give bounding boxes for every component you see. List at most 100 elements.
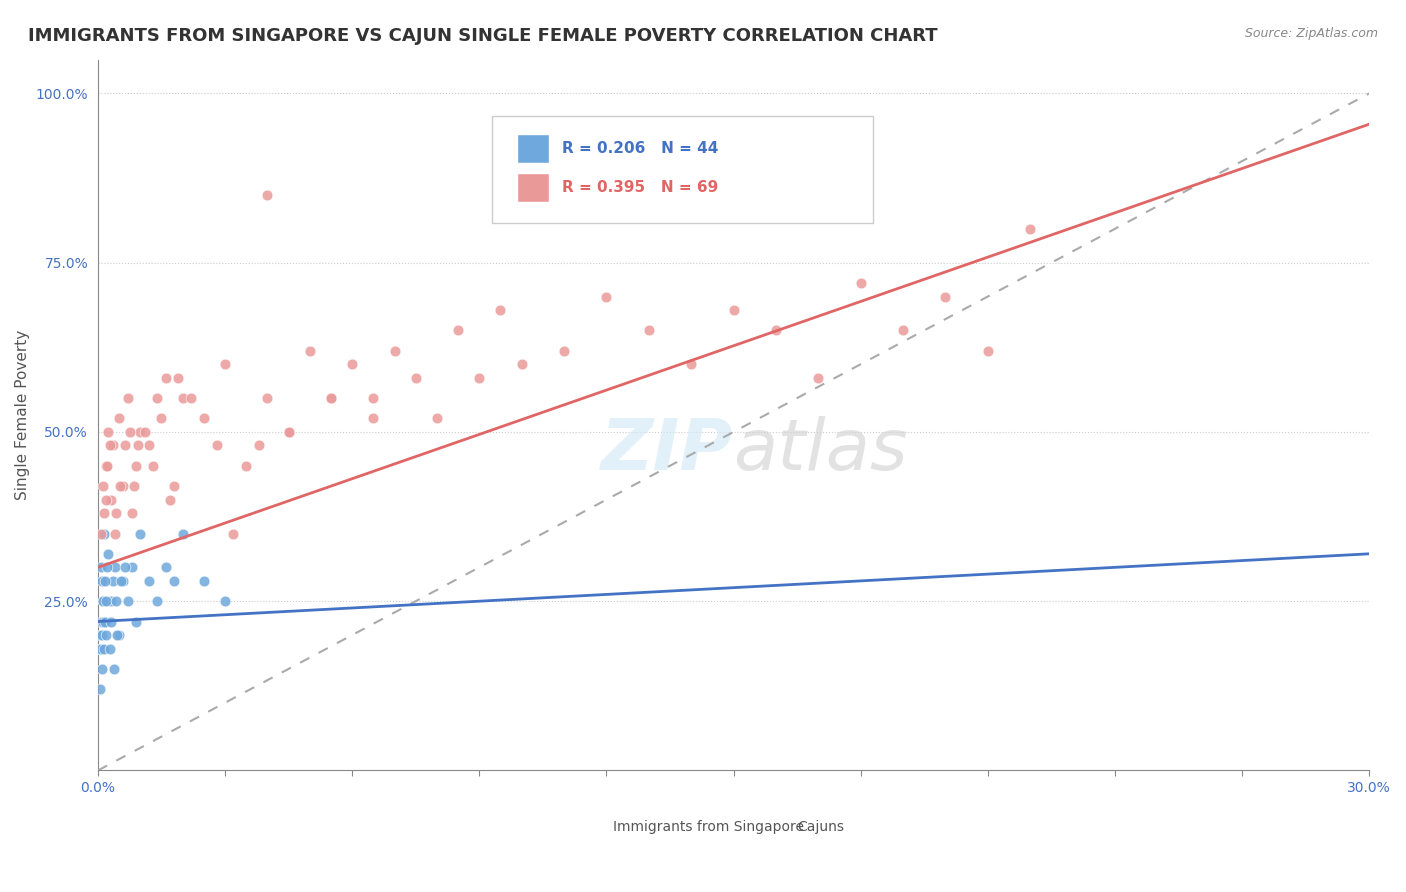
Point	[319, 391, 342, 405]
Point	[205, 438, 228, 452]
Point	[468, 371, 491, 385]
Text: atlas: atlas	[734, 416, 908, 485]
Point	[108, 479, 131, 493]
Bar	[517, 134, 550, 162]
Point	[93, 615, 115, 629]
Point	[155, 560, 177, 574]
Point	[447, 323, 470, 337]
Point	[934, 289, 956, 303]
Point	[100, 492, 122, 507]
Point	[103, 662, 125, 676]
Point	[142, 458, 165, 473]
Point	[363, 391, 385, 405]
Point	[93, 506, 115, 520]
Point	[256, 391, 278, 405]
Text: Source: ZipAtlas.com: Source: ZipAtlas.com	[1244, 27, 1378, 40]
Point	[114, 560, 136, 574]
Point	[90, 560, 112, 574]
Point	[122, 479, 145, 493]
Point	[90, 641, 112, 656]
Point	[121, 506, 143, 520]
Point	[90, 628, 112, 642]
Point	[510, 357, 533, 371]
Point	[97, 547, 120, 561]
Point	[110, 574, 132, 588]
Point	[172, 391, 194, 405]
Point	[155, 371, 177, 385]
Point	[167, 371, 190, 385]
Point	[89, 628, 111, 642]
Point	[765, 323, 787, 337]
Point	[100, 615, 122, 629]
Point	[98, 641, 121, 656]
Point	[121, 560, 143, 574]
Point	[96, 560, 118, 574]
Point	[91, 615, 114, 629]
Text: Cajuns: Cajuns	[797, 821, 844, 834]
Point	[117, 594, 139, 608]
Point	[89, 682, 111, 697]
Point	[108, 411, 131, 425]
Point	[93, 594, 115, 608]
Point	[94, 492, 117, 507]
Text: R = 0.395   N = 69: R = 0.395 N = 69	[562, 180, 718, 195]
Point	[112, 574, 135, 588]
Point	[256, 188, 278, 202]
Text: R = 0.206   N = 44: R = 0.206 N = 44	[562, 141, 718, 156]
Point	[553, 343, 575, 358]
Point	[247, 438, 270, 452]
Point	[319, 391, 342, 405]
Point	[489, 303, 512, 318]
Point	[193, 574, 215, 588]
Point	[277, 425, 299, 439]
Point	[98, 438, 121, 452]
Point	[340, 357, 363, 371]
Point	[637, 323, 659, 337]
Text: IMMIGRANTS FROM SINGAPORE VS CAJUN SINGLE FEMALE POVERTY CORRELATION CHART: IMMIGRANTS FROM SINGAPORE VS CAJUN SINGL…	[28, 27, 938, 45]
Point	[163, 574, 186, 588]
Point	[100, 594, 122, 608]
Point	[91, 594, 114, 608]
Point	[146, 391, 169, 405]
Point	[146, 594, 169, 608]
Point	[94, 594, 117, 608]
Point	[138, 574, 160, 588]
Point	[117, 391, 139, 405]
Point	[112, 479, 135, 493]
Point	[681, 357, 703, 371]
Point	[298, 343, 321, 358]
Point	[125, 615, 148, 629]
Point	[127, 438, 149, 452]
Point	[405, 371, 427, 385]
Point	[138, 438, 160, 452]
Text: Immigrants from Singapore: Immigrants from Singapore	[613, 821, 804, 834]
Point	[159, 492, 181, 507]
Point	[90, 526, 112, 541]
Point	[104, 594, 127, 608]
Point	[91, 574, 114, 588]
Point	[125, 458, 148, 473]
Text: ZIP: ZIP	[602, 416, 734, 485]
Point	[277, 425, 299, 439]
Point	[891, 323, 914, 337]
Bar	[581, 817, 606, 838]
Point	[118, 425, 141, 439]
Point	[163, 479, 186, 493]
Point	[114, 438, 136, 452]
Point	[807, 371, 830, 385]
Point	[108, 628, 131, 642]
Point	[101, 438, 124, 452]
Bar	[765, 817, 790, 838]
Point	[91, 662, 114, 676]
Point	[214, 357, 236, 371]
Point	[105, 628, 128, 642]
Point	[96, 458, 118, 473]
Point	[214, 594, 236, 608]
Point	[849, 276, 872, 290]
Point	[180, 391, 202, 405]
FancyBboxPatch shape	[492, 117, 873, 223]
Point	[104, 526, 127, 541]
Point	[134, 425, 156, 439]
Point	[96, 615, 118, 629]
Point	[104, 506, 127, 520]
